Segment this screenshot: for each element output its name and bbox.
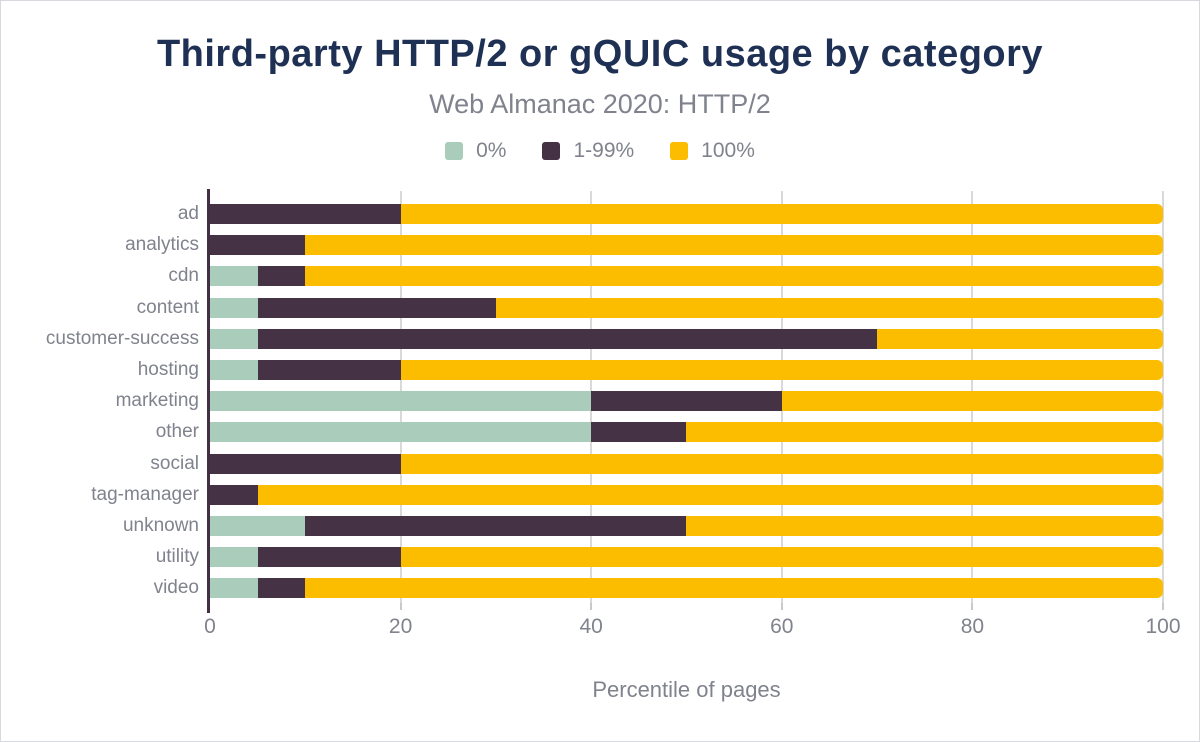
bar-segment-100%[interactable] — [686, 515, 1163, 536]
legend-label: 0% — [476, 139, 507, 162]
category-label: content — [136, 296, 199, 318]
legend-swatch-icon — [670, 142, 689, 160]
bar-segment-1-99%[interactable] — [257, 359, 401, 380]
bar-segment-0%[interactable] — [210, 266, 258, 287]
bar-segment-1-99%[interactable] — [257, 547, 401, 568]
category-row-ad: ad — [178, 204, 1163, 224]
bar-segment-100%[interactable] — [400, 453, 1163, 474]
x-tick-label-60: 60 — [770, 615, 794, 638]
category-row-utility: utility — [156, 547, 1163, 568]
bar-segment-0%[interactable] — [210, 422, 592, 443]
category-row-analytics: analytics — [125, 235, 1163, 256]
category-row-video: video — [154, 578, 1163, 599]
category-label: cdn — [168, 265, 199, 287]
legend-swatch-icon — [445, 142, 464, 160]
category-label: marketing — [115, 390, 199, 412]
category-row-tag-manager: tag-manager — [91, 484, 1163, 505]
bar-segment-100%[interactable] — [400, 359, 1163, 380]
bar-segment-1-99%[interactable] — [257, 297, 496, 318]
legend: 0% 1-99% 100% — [1, 139, 1199, 163]
legend-label: 100% — [701, 139, 755, 162]
bar-segment-100%[interactable] — [781, 391, 1163, 412]
bar-segment-100%[interactable] — [495, 297, 1163, 318]
bar-segment-100%[interactable] — [877, 328, 1163, 349]
bar-segment-0%[interactable] — [210, 359, 258, 380]
bar-segment-0%[interactable] — [210, 515, 306, 536]
category-row-cdn: cdn — [168, 266, 1163, 287]
legend-item-0: 0% — [445, 139, 506, 163]
chart-title: Third-party HTTP/2 or gQUIC usage by cat… — [156, 33, 1044, 75]
category-label: social — [150, 452, 199, 474]
category-row-customer-success: customer-success — [46, 328, 1163, 349]
legend-item-1: 1-99% — [542, 139, 634, 163]
legend-item-2: 100% — [670, 139, 755, 163]
bar-segment-0%[interactable] — [210, 547, 258, 568]
bar-segment-100%[interactable] — [400, 204, 1163, 224]
bar-segment-100%[interactable] — [305, 578, 1163, 599]
bar-segment-1-99%[interactable] — [591, 391, 782, 412]
bar-segment-1-99%[interactable] — [210, 235, 306, 256]
category-row-marketing: marketing — [116, 391, 1163, 412]
bar-segment-1-99%[interactable] — [257, 328, 878, 349]
category-label: hosting — [137, 358, 199, 380]
bar-segment-1-99%[interactable] — [257, 578, 306, 599]
bar-segment-1-99%[interactable] — [591, 422, 687, 443]
bar-segment-1-99%[interactable] — [305, 515, 687, 536]
category-label: ad — [177, 203, 199, 224]
category-label: video — [153, 577, 199, 599]
category-label: unknown — [122, 514, 199, 536]
x-tick-label-80: 80 — [960, 615, 985, 638]
gridline-100 — [1162, 191, 1164, 603]
bar-segment-100%[interactable] — [400, 547, 1163, 568]
chart-subtitle: Web Almanac 2020: HTTP/2 — [429, 89, 771, 119]
bar-segment-100%[interactable] — [686, 422, 1163, 443]
x-tick-label-100: 100 — [1145, 615, 1181, 638]
category-row-other: other — [156, 422, 1163, 443]
bar-segment-100%[interactable] — [305, 266, 1163, 287]
x-tick-40 — [590, 603, 593, 610]
bar-segment-0%[interactable] — [210, 578, 258, 599]
x-tick-label-40: 40 — [579, 615, 603, 638]
category-row-social: social — [150, 453, 1163, 474]
bar-segment-0%[interactable] — [210, 297, 258, 318]
x-tick-label-0: 0 — [204, 615, 216, 638]
category-label: customer-success — [45, 327, 199, 349]
legend-swatch-icon — [542, 142, 561, 160]
bar-segment-100%[interactable] — [257, 484, 1163, 505]
y-axis-line — [207, 189, 210, 613]
plot-area: ad analytics cdn content customer-success hos… — [46, 189, 1181, 702]
x-tick-60 — [780, 603, 783, 610]
category-row-hosting: hosting — [138, 359, 1163, 380]
bar-segment-100%[interactable] — [305, 235, 1163, 256]
bar-segment-1-99%[interactable] — [257, 266, 306, 287]
category-label: utility — [155, 546, 199, 568]
bar-rows: ad analytics cdn content customer-success hos… — [46, 204, 1163, 599]
category-label: tag-manager — [91, 483, 199, 505]
bar-segment-0%[interactable] — [210, 328, 258, 349]
legend-label: 1-99% — [573, 139, 635, 162]
bar-segment-1-99%[interactable] — [210, 484, 258, 505]
category-label: analytics — [125, 234, 199, 256]
x-tick-80 — [971, 603, 974, 610]
x-tick-label-20: 20 — [388, 615, 413, 638]
bar-segment-1-99%[interactable] — [210, 204, 401, 224]
x-axis-title: Percentile of pages — [592, 677, 781, 702]
x-tick-20 — [399, 603, 402, 610]
bar-segment-0%[interactable] — [210, 391, 592, 412]
category-label: other — [155, 421, 199, 443]
bar-segment-1-99%[interactable] — [210, 453, 401, 474]
x-tick-100 — [1162, 603, 1164, 610]
category-row-content: content — [137, 297, 1163, 318]
category-row-unknown: unknown — [123, 515, 1163, 536]
